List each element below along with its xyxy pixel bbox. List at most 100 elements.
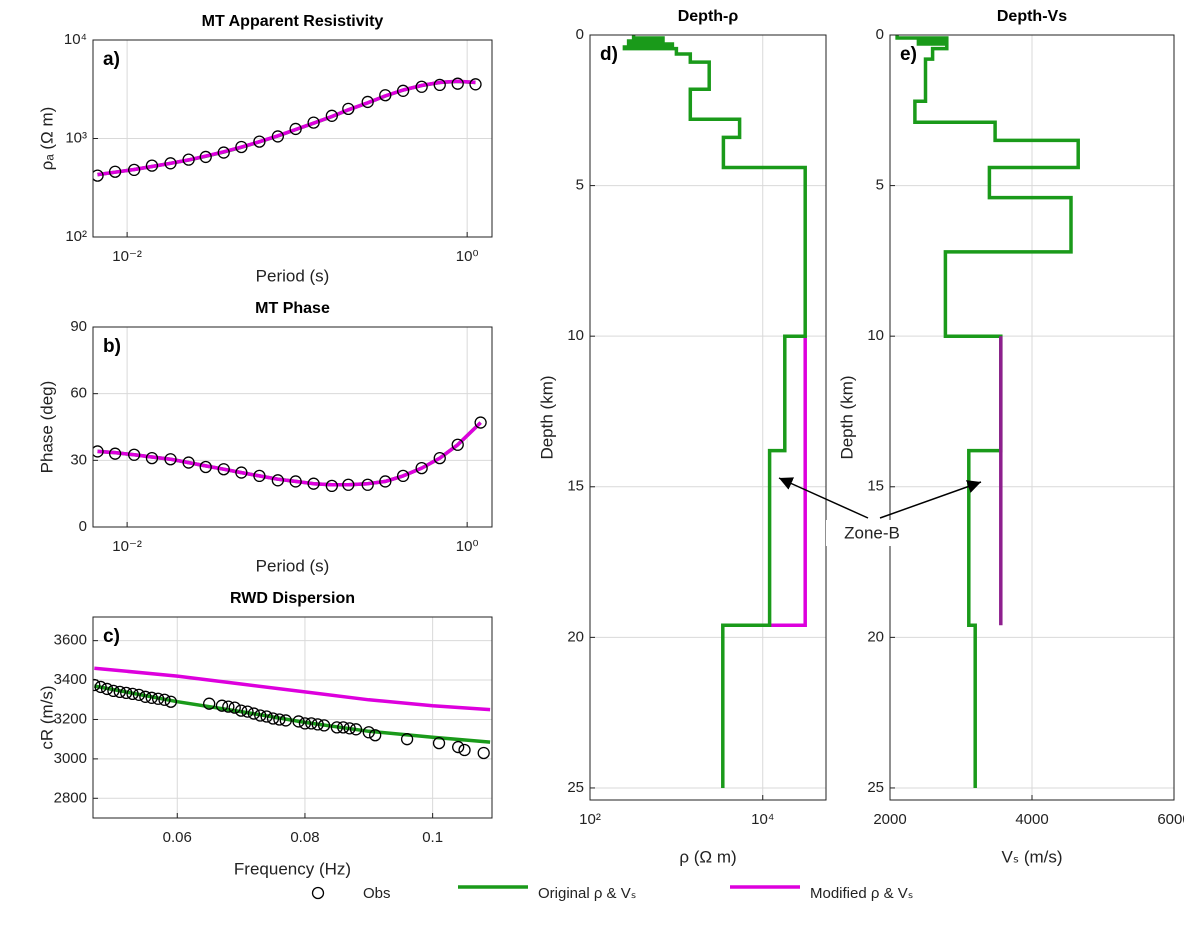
y-tick-label: 20 bbox=[867, 628, 884, 645]
obs-marker bbox=[145, 159, 159, 172]
obs-marker bbox=[362, 726, 375, 739]
y-tick-label: 10 bbox=[867, 327, 884, 344]
obs-marker bbox=[145, 691, 158, 704]
axes-box bbox=[889, 34, 1175, 801]
series-group bbox=[93, 77, 482, 182]
obs-marker bbox=[228, 701, 241, 714]
obs-marker bbox=[164, 157, 177, 170]
obs-marker bbox=[458, 743, 471, 757]
arrow bbox=[778, 477, 869, 519]
obs-marker bbox=[253, 469, 266, 483]
obs-marker bbox=[93, 169, 104, 182]
panels: 10⁻² 10⁰ 10² 10³ 10⁴ MT Apparent Resistivity P… bbox=[37, 8, 1184, 878]
obs-marker bbox=[235, 466, 248, 479]
x-tick-label: 10⁰ bbox=[456, 248, 479, 265]
x-axis-label: Vₛ (m/s) bbox=[1001, 847, 1062, 866]
obs-marker bbox=[164, 695, 178, 708]
obs-marker bbox=[361, 478, 374, 491]
x-axis-label: Period (s) bbox=[256, 266, 330, 285]
obs-marker bbox=[349, 723, 363, 736]
panel: 10² 10⁴ 0 5 10 15 20 25 Depth-ρ ρ (Ω m) Depth (km)… bbox=[537, 8, 827, 866]
y-axis-label: ρₐ (Ω m) bbox=[37, 107, 56, 171]
obs-marker bbox=[325, 479, 338, 493]
profile-line bbox=[622, 35, 807, 788]
y-tick-label: 3400 bbox=[54, 671, 87, 688]
y-tick-label: 10³ bbox=[65, 129, 87, 146]
obs-marker bbox=[379, 89, 392, 102]
obs-marker bbox=[343, 722, 356, 735]
profile-line bbox=[769, 336, 807, 628]
series-line bbox=[93, 684, 491, 744]
annotation-bg bbox=[826, 520, 918, 546]
x-tick-label: 10² bbox=[579, 811, 601, 828]
axes-box bbox=[589, 34, 827, 801]
obs-marker bbox=[311, 718, 324, 731]
obs-marker bbox=[108, 165, 122, 178]
obs-marker bbox=[433, 451, 446, 465]
panel: 10⁻² 10⁰ 0 30 60 90 MT Phase Period (s) Phase (d… bbox=[37, 300, 493, 575]
obs-marker bbox=[199, 460, 212, 474]
y-axis-label: Phase (deg) bbox=[37, 381, 56, 474]
y-tick-label: 5 bbox=[576, 177, 584, 194]
obs-marker bbox=[305, 717, 318, 730]
obs-marker bbox=[369, 729, 382, 742]
obs-marker bbox=[273, 713, 286, 726]
obs-marker bbox=[400, 733, 414, 746]
obs-marker bbox=[298, 717, 312, 730]
obs-marker bbox=[342, 478, 355, 491]
series-line bbox=[97, 421, 482, 487]
y-tick-label: 3200 bbox=[54, 710, 87, 727]
y-tick-label: 10 bbox=[567, 327, 584, 344]
chart-title: MT Apparent Resistivity bbox=[202, 13, 384, 30]
panel: 10⁻² 10⁰ 10² 10³ 10⁴ MT Apparent Resistivity P… bbox=[37, 13, 493, 285]
obs-marker bbox=[289, 475, 302, 488]
x-axis-label: Period (s) bbox=[256, 556, 330, 575]
chart-title: RWD Dispersion bbox=[230, 590, 355, 607]
obs-marker bbox=[139, 690, 152, 703]
obs-marker bbox=[113, 685, 126, 699]
legend: Obs Original ρ & Vₛ Modified ρ & Vₛ bbox=[311, 885, 913, 902]
arrow bbox=[879, 480, 982, 519]
obs-marker bbox=[396, 469, 410, 483]
y-tick-label: 0 bbox=[876, 26, 884, 43]
y-axis-label: cR (m/s) bbox=[37, 685, 56, 749]
y-tick-label: 2800 bbox=[54, 789, 87, 806]
obs-marker bbox=[307, 116, 320, 129]
legend-label: Original ρ & Vₛ bbox=[538, 885, 636, 902]
obs-marker bbox=[342, 102, 355, 115]
obs-marker bbox=[325, 109, 338, 122]
obs-marker bbox=[164, 453, 177, 466]
obs-marker bbox=[199, 150, 212, 164]
obs-marker bbox=[477, 746, 490, 760]
panel-label: d) bbox=[600, 44, 618, 65]
obs-marker bbox=[234, 704, 248, 717]
obs-marker bbox=[182, 153, 195, 166]
obs-marker bbox=[94, 680, 107, 694]
y-tick-label: 90 bbox=[70, 318, 87, 335]
series-line bbox=[97, 79, 476, 177]
x-tick-label: 0.08 bbox=[290, 829, 319, 846]
x-axis-label: Frequency (Hz) bbox=[234, 859, 351, 878]
x-tick-label: 10⁴ bbox=[751, 811, 774, 828]
obs-marker bbox=[337, 721, 350, 734]
y-tick-label: 15 bbox=[867, 478, 884, 495]
legend-label: Modified ρ & Vₛ bbox=[810, 885, 913, 902]
obs-marker bbox=[307, 477, 320, 490]
panel-label: b) bbox=[103, 336, 121, 357]
series-group bbox=[622, 35, 807, 788]
y-tick-label: 25 bbox=[867, 779, 884, 796]
axes-box bbox=[92, 616, 493, 819]
y-tick-label: 10⁴ bbox=[64, 31, 87, 48]
chart-title: Depth-ρ bbox=[678, 8, 739, 25]
obs-marker bbox=[279, 714, 292, 727]
y-tick-label: 0 bbox=[79, 518, 87, 535]
x-tick-label: 2000 bbox=[873, 811, 906, 828]
obs-marker bbox=[241, 705, 254, 718]
obs-marker bbox=[253, 135, 266, 148]
obs-marker bbox=[271, 474, 284, 487]
y-tick-label: 15 bbox=[567, 478, 584, 495]
panel: 0.06 0.08 0.1 2800 3000 3200 3400 3600 RWD Dispe… bbox=[37, 590, 493, 878]
